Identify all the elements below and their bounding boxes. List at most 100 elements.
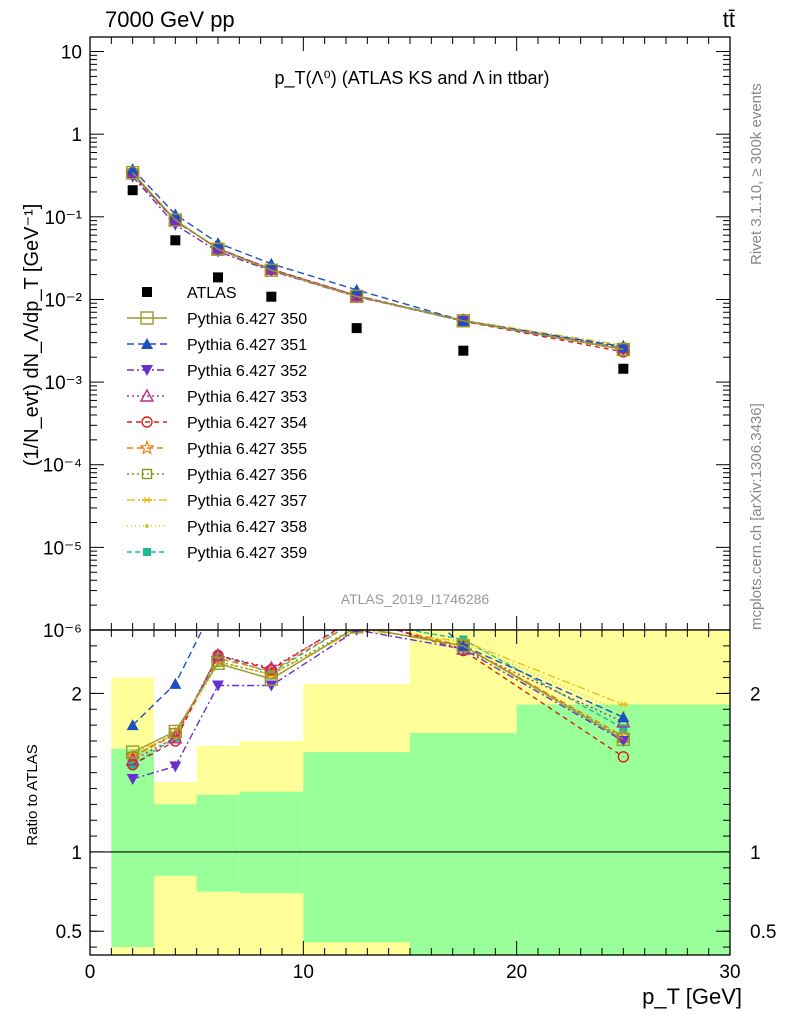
collision-header: 7000 GeV pp <box>105 7 235 32</box>
atlas-data-points <box>127 185 629 374</box>
main-frame <box>89 36 731 631</box>
ratio-point <box>456 639 471 653</box>
ratio-curves <box>124 545 632 786</box>
ratio-point <box>351 545 363 556</box>
mcplots-label: mcplots.cern.ch [arXiv:1306.3436] <box>748 403 765 630</box>
mc-point <box>264 263 279 277</box>
mc-point <box>125 165 140 180</box>
legend-entry-label: Pythia 6.427 359 <box>187 545 307 562</box>
mc-point <box>350 283 363 295</box>
green-band-bin <box>410 733 517 955</box>
ratio-point <box>351 613 363 624</box>
legend-marker <box>139 388 155 402</box>
ratio-point <box>617 735 630 747</box>
y-tick-label: 10 <box>61 43 82 64</box>
legend-entry-label: Pythia 6.427 351 <box>187 337 307 354</box>
ratio-point <box>351 614 363 626</box>
x-tick-label: 10 <box>293 962 314 983</box>
y-tick-label: 10⁻⁶ <box>43 621 82 642</box>
data-point <box>170 235 181 246</box>
data-point <box>351 323 362 334</box>
plot-title: p_T(Λ⁰) (ATLAS KS and Λ in ttbar) <box>274 68 549 89</box>
mc-point <box>265 257 278 269</box>
green-band-bin <box>303 752 410 943</box>
mc-line <box>132 172 624 351</box>
ratio-point <box>265 680 278 692</box>
data-point <box>618 363 629 374</box>
legend-marker <box>141 416 153 428</box>
process-header: tt̄ <box>723 7 735 32</box>
ratio-y-axis-label: Ratio to ATLAS <box>24 744 41 845</box>
ratio-point <box>211 656 225 670</box>
y-tick-label: 10⁻³ <box>45 373 83 394</box>
ratio-y-axis-ticks: 2 2 1 1 0.5 0.5 <box>56 645 776 948</box>
legend-entry-label: Pythia 6.427 352 <box>187 363 307 380</box>
legend-entry-label: Pythia 6.427 358 <box>187 519 307 536</box>
y-axis-label: (1/N_evt) dN_Λ/dp_T [GeV⁻¹] <box>21 204 43 467</box>
ratio-point <box>169 761 182 773</box>
ratio-point <box>126 774 139 786</box>
data-point <box>127 185 138 196</box>
data-point <box>458 345 469 356</box>
ratio-point <box>618 701 629 708</box>
ratio-point <box>265 608 277 619</box>
x-tick-label: 30 <box>719 962 740 983</box>
green-band-bin <box>154 804 197 876</box>
mc-point <box>168 213 183 227</box>
ratio-point <box>168 724 183 739</box>
ratio-point <box>125 745 140 759</box>
mc-point <box>126 171 139 183</box>
legend-entry-label: Pythia 6.427 350 <box>187 311 307 328</box>
legend-marker <box>139 439 155 455</box>
ratio-line <box>132 630 624 766</box>
green-band-bin <box>196 794 240 892</box>
legend-marker <box>140 311 154 325</box>
ratio-panel: 2 21 10.5 0.50 10 20 30 <box>56 37 776 983</box>
ratio-line <box>132 630 624 758</box>
ratio-point <box>265 663 278 676</box>
ratio-point <box>212 592 224 603</box>
x-axis-label: p_T [GeV] <box>642 984 742 1009</box>
legend-marker <box>141 365 153 376</box>
legend-marker <box>145 524 149 528</box>
mc-point <box>349 289 364 304</box>
ratio-tick-label-right: 2 <box>750 684 761 705</box>
ratio-tick-label-left: 1 <box>71 843 82 864</box>
legend-marker <box>142 496 152 504</box>
legend-data-marker <box>142 287 152 297</box>
legend-entry-label: Pythia 6.427 355 <box>187 441 307 458</box>
mc-point <box>456 314 471 328</box>
ratio-point <box>617 711 630 723</box>
ratio-point <box>353 616 361 624</box>
ratio-point <box>617 751 630 763</box>
y-tick-label: 10⁻² <box>45 290 83 311</box>
green-band-bin <box>239 791 304 894</box>
ratio-point <box>212 680 224 692</box>
legend-entry-label: Pythia 6.427 353 <box>187 389 307 406</box>
ratio-line <box>132 630 624 753</box>
mc-point <box>616 342 631 357</box>
y-tick-label: 10⁻⁴ <box>43 456 82 477</box>
data-point <box>266 291 277 302</box>
ratio-tick-label-left: 2 <box>71 684 82 705</box>
y-tick-label: 10⁻¹ <box>45 208 83 229</box>
ratio-uncertainty-bands <box>111 630 730 955</box>
y-tick-label: 10⁻⁵ <box>43 538 82 559</box>
ratio-tick-label-right: 0.5 <box>750 922 776 943</box>
ratio-point <box>125 752 140 766</box>
ratio-point <box>169 677 182 689</box>
legend-marker <box>143 548 151 556</box>
mc-curves <box>124 163 632 358</box>
x-tick-label: 20 <box>506 962 527 983</box>
ratio-point <box>210 647 226 662</box>
main-y-axis-ticks: 10 1 10⁻¹ 10⁻² 10⁻³ 10⁻⁴ 10⁻⁵ 10⁻⁶ <box>43 43 730 642</box>
mc-point <box>211 242 225 256</box>
ratio-point <box>616 732 631 747</box>
mc-point <box>212 246 224 258</box>
legend-entry-label: Pythia 6.427 356 <box>187 467 307 484</box>
ratio-point <box>126 719 139 731</box>
analysis-id: ATLAS_2019_I1746286 <box>341 591 490 607</box>
data-point <box>213 272 223 283</box>
legend: ATLAS Pythia 6.427 350 Pythia 6.427 351 Pyt… <box>127 285 307 562</box>
legend-entry-label: Pythia 6.427 357 <box>187 493 307 510</box>
